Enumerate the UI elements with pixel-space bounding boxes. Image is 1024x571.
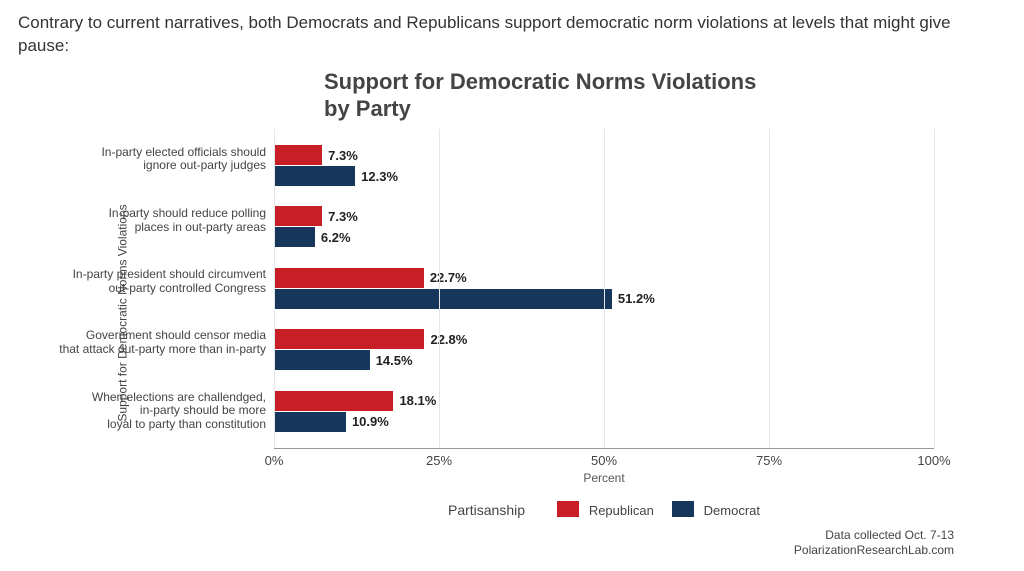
category-labels: In-party elected officials shouldignore …	[44, 129, 274, 449]
gridline	[274, 129, 275, 448]
legend-swatch-republican	[557, 501, 579, 517]
bar-democrat	[274, 289, 612, 309]
bar-value-label: 51.2%	[618, 291, 655, 306]
bar-value-label: 22.7%	[430, 270, 467, 285]
intro-text: Contrary to current narratives, both Dem…	[18, 12, 1006, 58]
bar-democrat	[274, 350, 370, 370]
legend-label-democrat: Democrat	[704, 503, 760, 518]
y-axis-outer-label: Support for Democratic Norms Violations	[116, 205, 130, 422]
chart-figure: Support for Democratic Norms Violations …	[18, 68, 1006, 559]
legend-title: Partisanship	[448, 502, 525, 518]
source-line1: Data collected Oct. 7-13	[825, 528, 954, 542]
bar-value-label: 14.5%	[376, 353, 413, 368]
legend-label-republican: Republican	[589, 503, 654, 518]
bar-democrat	[274, 412, 346, 432]
category-label: In-party elected officials shouldignore …	[44, 146, 266, 174]
x-tick: 75%	[756, 453, 782, 468]
bar-republican	[274, 206, 322, 226]
bars-area: 7.3%12.3%7.3%6.2%22.7%51.2%22.8%14.5%18.…	[274, 129, 934, 449]
bar-republican	[274, 329, 424, 349]
category-label: In-party should reduce pollingplaces in …	[44, 207, 266, 235]
plot-area: In-party elected officials shouldignore …	[44, 129, 986, 449]
bar-democrat	[274, 227, 315, 247]
category-label: In-party president should circumventout-…	[44, 268, 266, 296]
bar-value-label: 7.3%	[328, 148, 358, 163]
gridline	[934, 129, 935, 448]
source-note: Data collected Oct. 7-13 PolarizationRes…	[274, 528, 954, 559]
x-tick: 25%	[426, 453, 452, 468]
chart-title-line1: Support for Democratic Norms Violations	[324, 69, 756, 94]
source-line2: PolarizationResearchLab.com	[794, 543, 954, 557]
x-tick: 100%	[917, 453, 950, 468]
bar-republican	[274, 268, 424, 288]
category-label: Government should censor mediathat attac…	[44, 329, 266, 357]
bar-value-label: 18.1%	[399, 393, 436, 408]
bar-value-label: 22.8%	[430, 332, 467, 347]
bar-value-label: 6.2%	[321, 230, 351, 245]
x-tick: 50%	[591, 453, 617, 468]
category-label: When elections are challendged,in-party …	[44, 391, 266, 432]
bar-value-label: 7.3%	[328, 209, 358, 224]
x-axis: Percent 0%25%50%75%100%	[274, 449, 934, 477]
chart-title-line2: by Party	[324, 96, 411, 121]
gridline	[439, 129, 440, 448]
legend-swatch-democrat	[672, 501, 694, 517]
bar-republican	[274, 391, 393, 411]
bar-democrat	[274, 166, 355, 186]
chart-title: Support for Democratic Norms Violations …	[324, 68, 986, 123]
x-tick: 0%	[265, 453, 284, 468]
gridline	[604, 129, 605, 448]
gridline	[769, 129, 770, 448]
bar-value-label: 12.3%	[361, 169, 398, 184]
bar-republican	[274, 145, 322, 165]
x-axis-label: Percent	[583, 471, 624, 485]
bar-value-label: 10.9%	[352, 414, 389, 429]
legend: Partisanship Republican Democrat	[274, 501, 934, 518]
